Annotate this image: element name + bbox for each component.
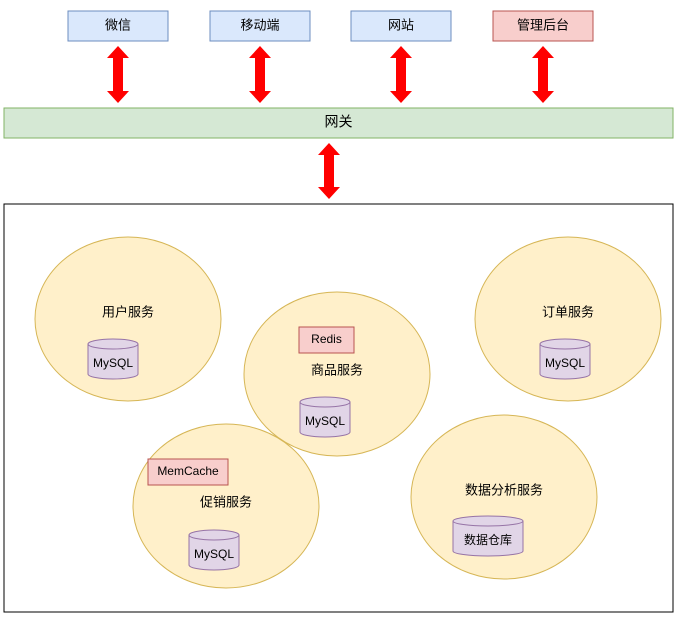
service-1-db-0-label: MySQL — [305, 414, 345, 428]
top-arrow-2 — [390, 46, 412, 103]
client-box-1-label: 移动端 — [240, 17, 279, 32]
service-0-db-0-label: MySQL — [93, 356, 133, 370]
service-1-db-0: MySQL — [300, 397, 350, 437]
service-3-db-0: MySQL — [189, 530, 239, 570]
service-4-db-0: 数据仓库 — [453, 516, 523, 556]
service-0: 用户服务 MySQL — [35, 237, 221, 401]
service-4: 数据分析服务数据仓库 — [411, 415, 597, 579]
service-2-label: 订单服务 — [542, 304, 594, 319]
service-0-db-0: MySQL — [88, 339, 138, 379]
service-4-db-0-label: 数据仓库 — [464, 532, 512, 547]
service-1-badge-0-label: Redis — [311, 332, 342, 346]
service-2: 订单服务 MySQL — [475, 237, 661, 401]
service-3-db-0-label: MySQL — [194, 547, 234, 561]
service-4-label: 数据分析服务 — [465, 482, 543, 497]
client-box-3-label: 管理后台 — [517, 17, 569, 32]
service-1: 商品服务 Redis MySQL — [244, 292, 430, 456]
service-3-badge-0-label: MemCache — [157, 464, 219, 478]
client-box-0-label: 微信 — [105, 17, 131, 32]
gateway-arrow — [318, 143, 340, 199]
service-1-label: 商品服务 — [311, 362, 363, 377]
top-arrow-0 — [107, 46, 129, 103]
service-2-db-0-label: MySQL — [545, 356, 585, 370]
service-3: 促销服务 MemCache MySQL — [133, 424, 319, 588]
top-arrow-1 — [249, 46, 271, 103]
service-0-label: 用户服务 — [102, 304, 154, 319]
top-arrow-3 — [532, 46, 554, 103]
service-2-db-0: MySQL — [540, 339, 590, 379]
service-3-label: 促销服务 — [200, 494, 252, 509]
client-box-2-label: 网站 — [388, 17, 414, 32]
gateway-label: 网关 — [325, 114, 353, 130]
